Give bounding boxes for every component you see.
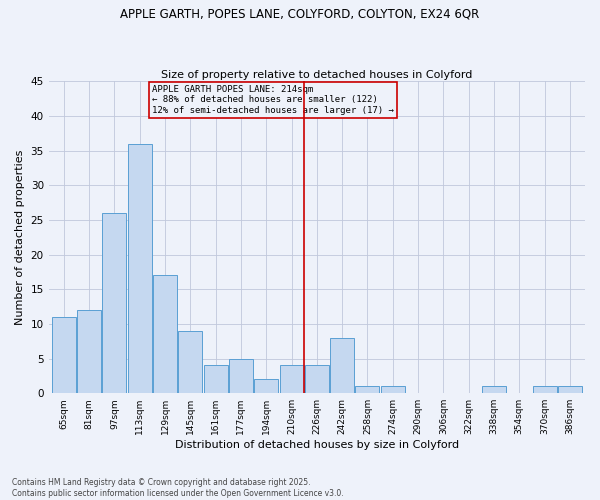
Bar <box>330 338 354 393</box>
Bar <box>305 366 329 393</box>
Text: Contains HM Land Registry data © Crown copyright and database right 2025.
Contai: Contains HM Land Registry data © Crown c… <box>12 478 344 498</box>
Bar <box>203 366 227 393</box>
Text: APPLE GARTH, POPES LANE, COLYFORD, COLYTON, EX24 6QR: APPLE GARTH, POPES LANE, COLYFORD, COLYT… <box>121 8 479 20</box>
Bar <box>533 386 557 393</box>
Bar <box>103 213 127 393</box>
Title: Size of property relative to detached houses in Colyford: Size of property relative to detached ho… <box>161 70 473 81</box>
Y-axis label: Number of detached properties: Number of detached properties <box>15 150 25 325</box>
X-axis label: Distribution of detached houses by size in Colyford: Distribution of detached houses by size … <box>175 440 459 450</box>
Bar <box>254 380 278 393</box>
Bar <box>178 331 202 393</box>
Bar <box>482 386 506 393</box>
Bar <box>128 144 152 393</box>
Bar <box>355 386 379 393</box>
Bar <box>229 358 253 393</box>
Bar <box>153 276 177 393</box>
Bar <box>381 386 405 393</box>
Bar <box>558 386 582 393</box>
Text: APPLE GARTH POPES LANE: 214sqm
← 88% of detached houses are smaller (122)
12% of: APPLE GARTH POPES LANE: 214sqm ← 88% of … <box>152 84 394 114</box>
Bar <box>77 310 101 393</box>
Bar <box>52 317 76 393</box>
Bar <box>280 366 304 393</box>
